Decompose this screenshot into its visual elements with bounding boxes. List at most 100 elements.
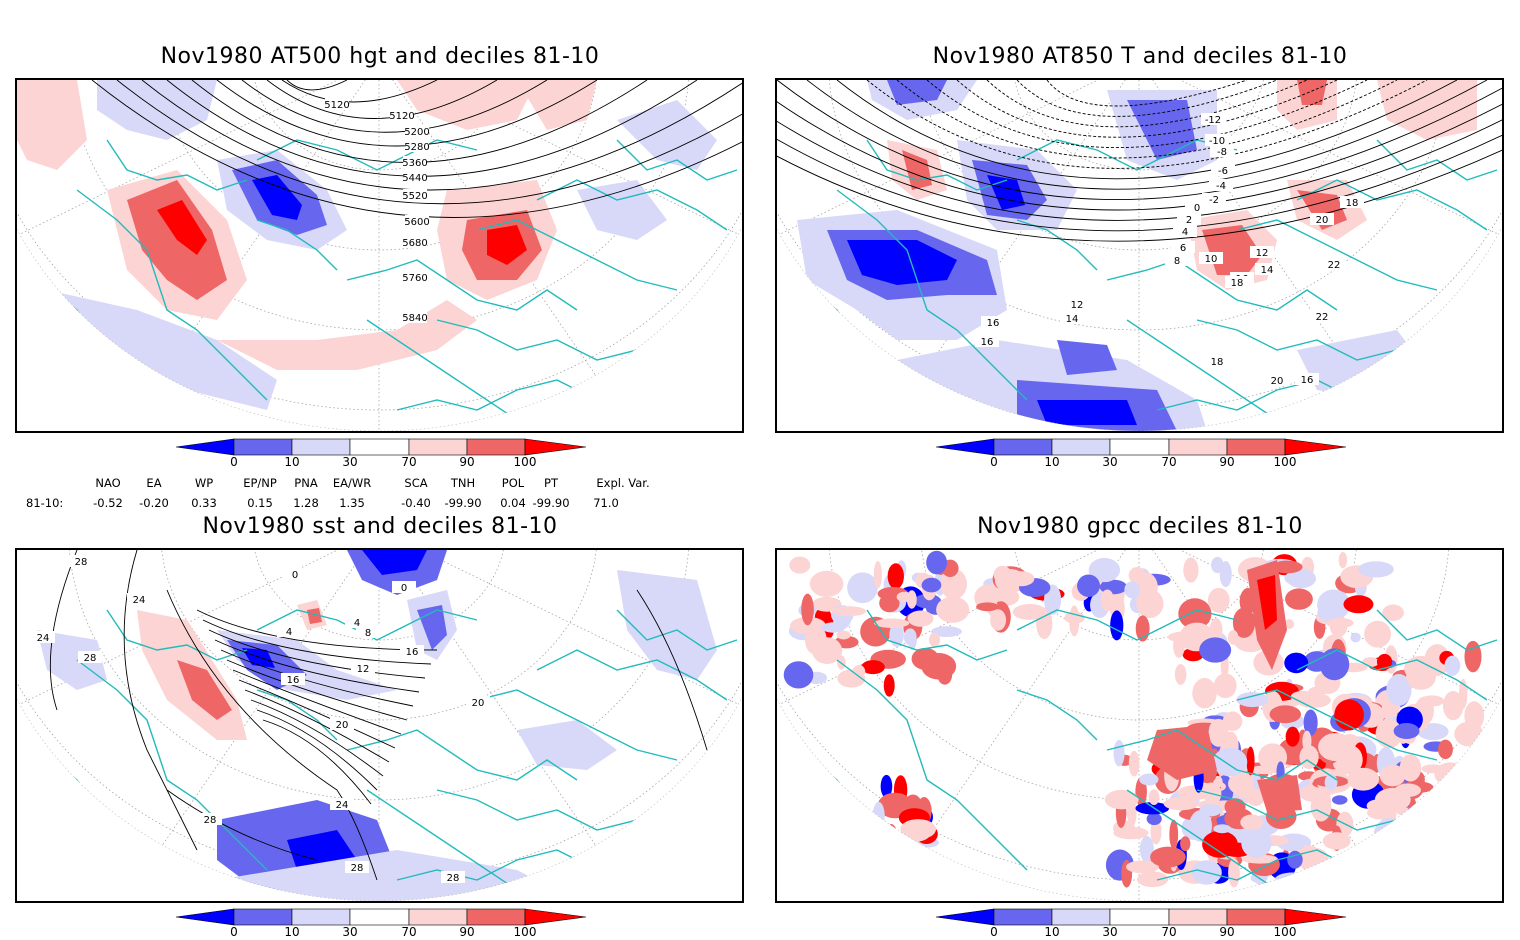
contour-label: 12: [357, 664, 370, 675]
colorbar-segment: [1226, 438, 1286, 456]
precip-decile-cell: [918, 864, 928, 876]
contour-line: [777, 80, 1502, 242]
colorbar-ramp: [935, 438, 1347, 456]
precip-decile-cell: [1178, 598, 1212, 630]
precip-decile-cell: [1224, 798, 1246, 816]
precip-decile-cell: [1326, 617, 1354, 628]
precip-decile-cell: [783, 661, 814, 689]
precip-decile-cell: [1199, 637, 1232, 663]
precip-decile-cell: [916, 848, 938, 879]
precip-decile-cell: [1376, 653, 1393, 670]
index-value: -99.90: [444, 496, 482, 510]
coastline: [1376, 139, 1498, 181]
precip-decile-cell: [1395, 854, 1413, 874]
colorbar-segment: [1168, 908, 1228, 926]
contour-label-bg: [127, 593, 151, 605]
contour-label: 16: [1301, 375, 1314, 386]
precip-decile-cell: [1373, 818, 1406, 850]
contour-label: 8: [365, 628, 371, 639]
precip-decile-cell: [1222, 711, 1243, 731]
decile-area-low: [1037, 400, 1137, 425]
precip-decile-cell: [1405, 664, 1436, 690]
precip-decile-cell: [1444, 655, 1461, 676]
precip-decile-cell: [976, 602, 999, 612]
colorbar-segment: [349, 438, 410, 456]
coastline: [436, 319, 678, 371]
colorbar-arrow-low: [935, 908, 995, 926]
precip-decile-cell: [1128, 750, 1140, 777]
precip-decile-cell: [1284, 570, 1316, 586]
precip-decile-cell: [1248, 765, 1281, 775]
contour-line: [123, 550, 198, 851]
map-hgt500: 5120 5120 5200 5280 5360 5440 5520 5600 5680 5760…: [15, 78, 744, 433]
contour-label: -12: [1205, 115, 1221, 126]
precip-decile-cell: [887, 860, 899, 877]
precip-decile-cell: [874, 618, 910, 628]
decile-area-high: [157, 200, 207, 255]
contour-label: 4: [354, 618, 360, 629]
contour-label-bg: [1322, 258, 1346, 270]
coastline: [866, 139, 1008, 191]
decile-area-low: [362, 550, 427, 575]
contour-label-bg: [1255, 263, 1279, 275]
index-header: WP: [194, 476, 214, 490]
coastline: [346, 259, 578, 311]
precip-decile-cell: [1174, 663, 1187, 685]
contour-line: [141, 80, 742, 191]
precip-decile-cell: [1375, 719, 1403, 749]
index-value: 0.15: [247, 496, 273, 510]
contour-label: 5760: [402, 273, 427, 284]
precip-decile-cell: [1374, 787, 1411, 812]
colorbar-hgt500: 0 10 30 70 90 100: [175, 438, 587, 469]
precip-decile-cell: [1454, 782, 1478, 807]
precip-decile-cell: [1208, 718, 1229, 747]
precip-decile-cell: [936, 596, 970, 623]
coastline: [616, 609, 738, 651]
contour-line: [777, 80, 1502, 211]
precip-decile-cell: [1008, 571, 1035, 587]
decile-area-low: [242, 648, 275, 668]
contour-label-bg: [403, 189, 427, 201]
colorbar-segment: [1226, 908, 1286, 926]
contour-label-bg: [283, 568, 307, 580]
contour-label: 5600: [404, 217, 429, 228]
precip-decile-cell: [1382, 604, 1404, 621]
precip-decile-cell: [879, 593, 900, 613]
contour-line: [281, 80, 438, 103]
precip-decile-cell: [812, 596, 842, 612]
colorbar-tick-label: 30: [1102, 925, 1118, 939]
colorbar-arrow-low: [935, 438, 995, 456]
coastline: [866, 609, 1008, 661]
precip-decile-cell: [876, 831, 885, 861]
contour-line: [806, 80, 1488, 190]
contour-label: 8: [1174, 256, 1180, 267]
colorbar-tick-label: 70: [401, 455, 417, 469]
precip-decile-cell: [914, 593, 942, 609]
precip-decile-cell: [1125, 860, 1159, 874]
precip-decile-cell: [1213, 673, 1237, 699]
precip-decile-cell: [875, 830, 901, 847]
contour-label-bg: [345, 616, 369, 628]
coastline: [1106, 259, 1338, 311]
colorbar-tick-label: 0: [230, 925, 238, 939]
contour-line: [238, 679, 396, 749]
precip-decile-cell: [1347, 767, 1380, 791]
precip-decile-cell: [821, 622, 846, 633]
panel-title-sst: Nov1980 sst and deciles 81-10: [202, 514, 558, 539]
contour-line: [636, 589, 708, 751]
map-t850-canvas: -12-10-8-6-4-202468101212141416161616181…: [777, 80, 1502, 431]
contour-label: 18: [1231, 278, 1244, 289]
precip-decile-cell: [1442, 691, 1464, 721]
contour-label: 28: [204, 815, 217, 826]
contour-line: [777, 80, 1502, 221]
colorbar-arrow-high: [1284, 908, 1347, 926]
index-value: -0.20: [139, 496, 169, 510]
colorbar-segment: [1051, 908, 1111, 926]
contour-label-bg: [403, 171, 427, 183]
coastline: [366, 319, 518, 421]
colorbar-tick-label: 10: [284, 455, 300, 469]
colorbar-tick-label: 70: [1161, 455, 1177, 469]
precip-decile-cell: [1358, 561, 1394, 578]
contour-label-bg: [1211, 164, 1235, 176]
contour-line: [220, 649, 414, 707]
